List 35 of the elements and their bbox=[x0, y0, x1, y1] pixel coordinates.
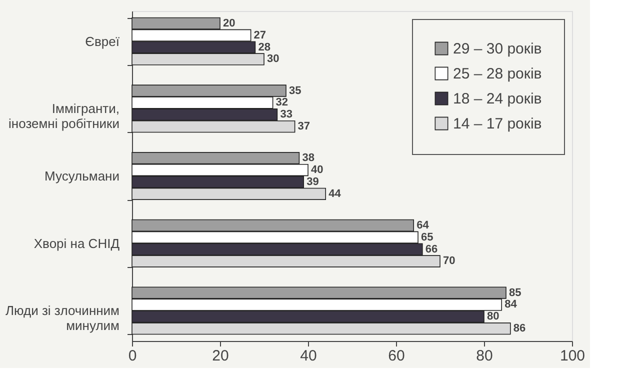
data-label: 38 bbox=[302, 152, 314, 164]
y-tick-label: Хворі на СНІД bbox=[34, 236, 120, 251]
data-label: 65 bbox=[421, 231, 434, 244]
y-tick-label: Люди зі злочинним минулим bbox=[6, 303, 120, 334]
y-tick-label: Мусульмани bbox=[44, 168, 120, 184]
legend-label: 25 – 28 років bbox=[453, 66, 542, 82]
data-label: 84 bbox=[504, 298, 518, 311]
y-tick-label: Євреї bbox=[85, 34, 120, 49]
data-label: 32 bbox=[276, 96, 288, 109]
x-tick-label: 100 bbox=[560, 348, 586, 364]
data-label: 39 bbox=[306, 176, 319, 188]
y-tick-label: Іммігранти, іноземні робітники bbox=[8, 101, 120, 132]
data-label: 28 bbox=[258, 41, 270, 54]
x-tick-label: 0 bbox=[128, 348, 137, 364]
data-label: 33 bbox=[280, 108, 292, 121]
x-tick-label: 60 bbox=[388, 348, 405, 364]
legend-label: 29 – 30 років bbox=[453, 40, 542, 58]
data-label: 44 bbox=[328, 188, 342, 200]
data-label: 35 bbox=[289, 84, 302, 97]
data-label: 27 bbox=[254, 29, 266, 42]
x-tick-label: 80 bbox=[476, 348, 493, 364]
data-label: 66 bbox=[425, 243, 438, 256]
data-label: 64 bbox=[416, 219, 430, 232]
data-label: 20 bbox=[223, 17, 236, 30]
data-label: 30 bbox=[267, 53, 280, 66]
data-label: 70 bbox=[443, 255, 456, 268]
legend-label: 18 – 24 років bbox=[453, 90, 542, 108]
data-label: 40 bbox=[311, 164, 324, 176]
data-label: 86 bbox=[513, 322, 526, 335]
data-label: 85 bbox=[509, 286, 522, 299]
x-tick-label: 20 bbox=[212, 348, 229, 364]
legend-label: 14 – 17 років bbox=[453, 116, 542, 132]
data-label: 80 bbox=[487, 310, 500, 323]
data-label: 37 bbox=[298, 120, 310, 133]
x-tick-label: 40 bbox=[300, 348, 317, 364]
